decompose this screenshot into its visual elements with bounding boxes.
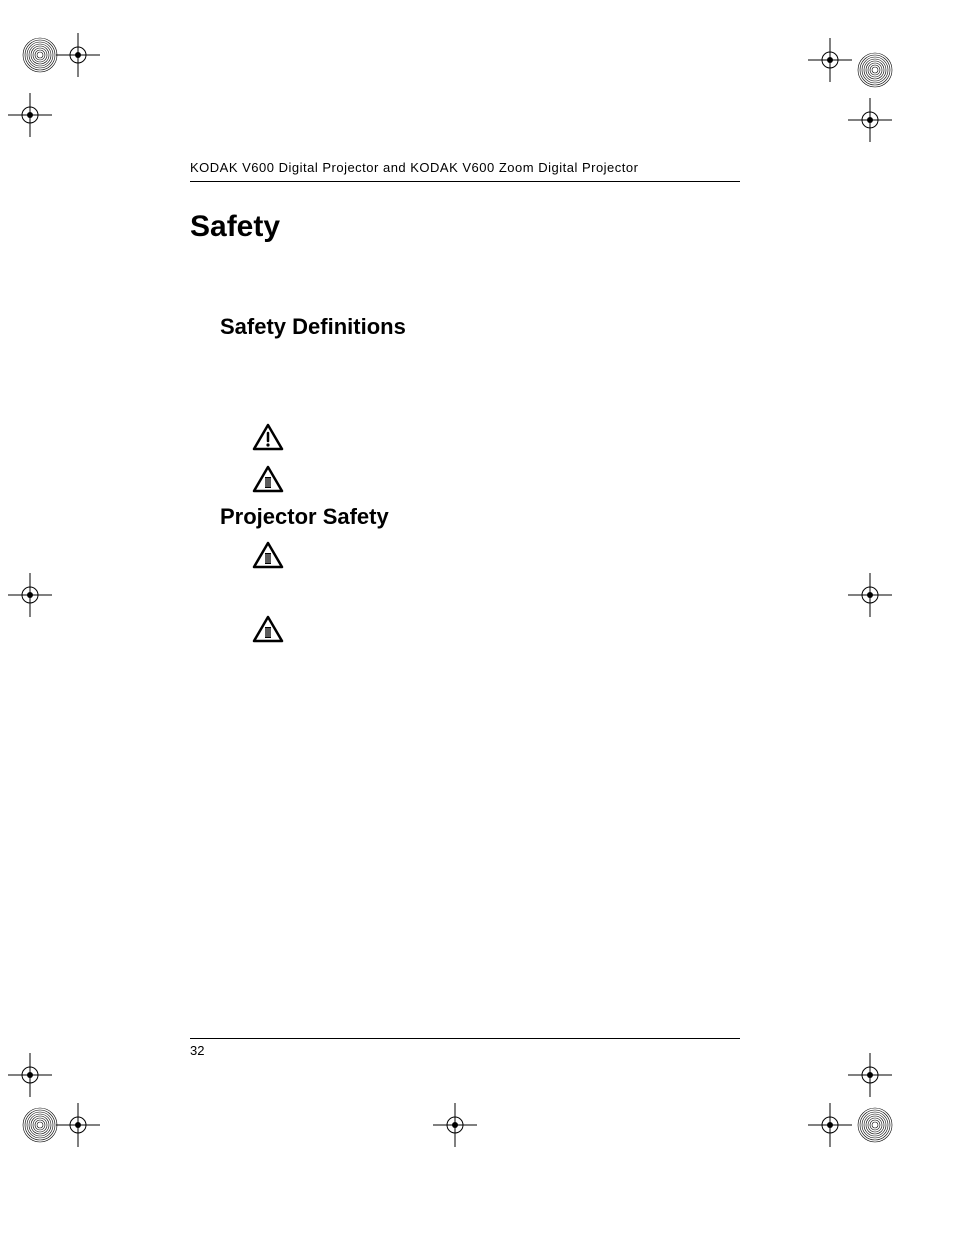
running-header: KODAK V600 Digital Projector and KODAK V… (190, 160, 740, 182)
footer: 32 (190, 1038, 740, 1058)
footer-rule (190, 1038, 740, 1039)
caution-triangle-icon (252, 615, 284, 643)
registration-disc-icon (856, 1106, 894, 1144)
crop-mark-icon (808, 1103, 852, 1147)
registration-disc-icon (856, 51, 894, 89)
section-heading-definitions: Safety Definitions (220, 314, 740, 340)
crop-mark-icon (433, 1103, 477, 1147)
crop-mark-icon (848, 573, 892, 617)
caution-triangle-icon (252, 541, 284, 569)
crop-mark-icon (808, 38, 852, 82)
crop-mark-icon (8, 93, 52, 137)
registration-disc-icon (21, 1106, 59, 1144)
page-root: KODAK V600 Digital Projector and KODAK V… (0, 0, 954, 1235)
caution-triangle-icon (252, 465, 284, 493)
warning-triangle-icon (252, 423, 284, 451)
crop-mark-icon (56, 33, 100, 77)
caution-icon-row-1 (252, 462, 740, 496)
page-title: Safety (190, 210, 740, 244)
crop-mark-icon (8, 1053, 52, 1097)
warning-icon-row (252, 420, 740, 454)
page-number: 32 (190, 1043, 740, 1058)
registration-disc-icon (21, 36, 59, 74)
crop-mark-icon (8, 573, 52, 617)
content-area: KODAK V600 Digital Projector and KODAK V… (190, 160, 740, 646)
section-heading-projector: Projector Safety (220, 504, 740, 530)
caution-icon-row-3 (252, 612, 740, 646)
caution-icon-row-2 (252, 538, 740, 572)
crop-mark-icon (56, 1103, 100, 1147)
crop-mark-icon (848, 98, 892, 142)
crop-mark-icon (848, 1053, 892, 1097)
